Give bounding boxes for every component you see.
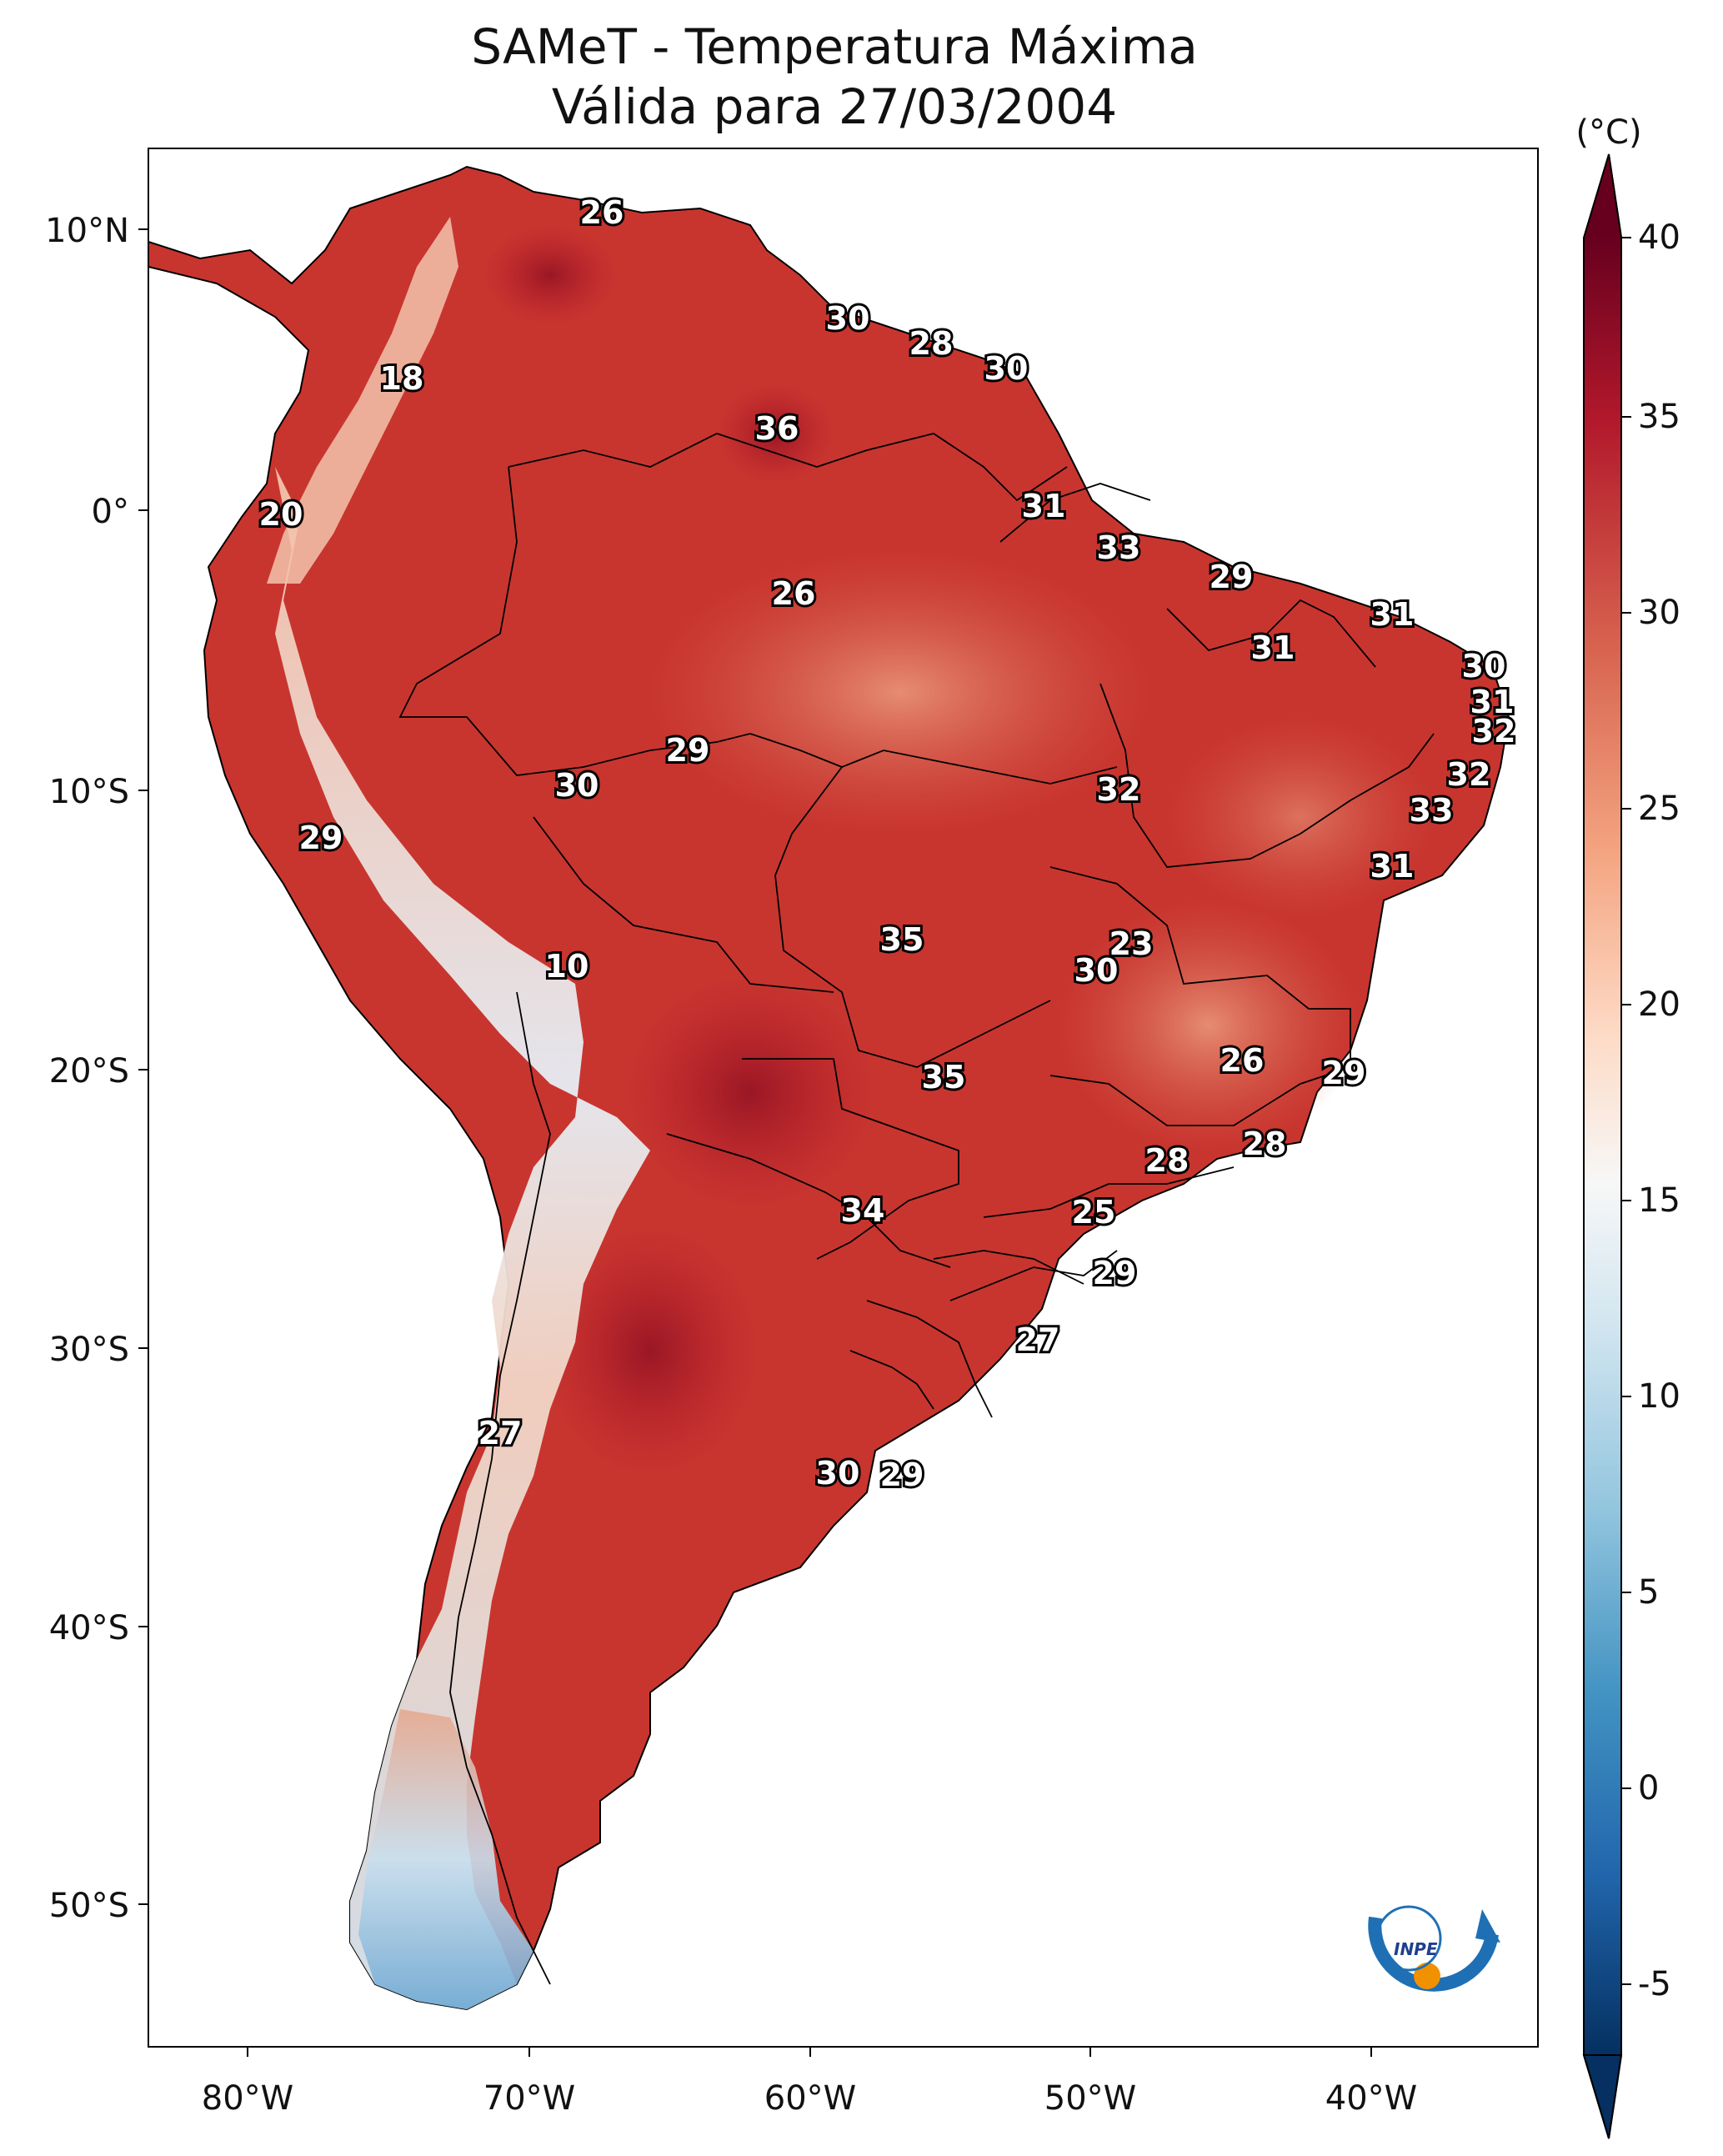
colorbar: (°C) 40 35 30 25 20 15 10 5 0 -5 — [1575, 113, 1680, 2139]
station-value: 29 — [666, 732, 710, 769]
station-value: 30 — [826, 300, 870, 337]
station-value: 31 — [1470, 684, 1515, 720]
inpe-logo-ring — [1375, 1905, 1442, 1972]
inpe-logo: INPE — [1368, 1905, 1500, 1992]
station-value: 28 — [1145, 1142, 1190, 1179]
station-value: 31 — [1370, 848, 1415, 885]
colorbar-tick-label: 5 — [1638, 1573, 1659, 1612]
lat-tick-label: 0° — [92, 493, 129, 531]
station-value: 30 — [1074, 952, 1119, 989]
lon-tick-label: 60°W — [764, 2079, 856, 2118]
patagonia-cold-region — [358, 1709, 533, 2009]
inpe-logo-dot — [1414, 1963, 1440, 1989]
lat-tick-label: 40°S — [49, 1609, 129, 1647]
hot-region-chaco — [625, 975, 875, 1209]
station-value: 10 — [545, 948, 589, 985]
station-value: 29 — [1322, 1055, 1366, 1091]
lon-tick-label: 80°W — [202, 2079, 293, 2118]
lat-tick-label: 20°S — [49, 1052, 129, 1091]
station-value: 18 — [380, 360, 424, 397]
inpe-logo-text: INPE — [1394, 1939, 1438, 1959]
warm-region-amazon — [650, 550, 1150, 834]
map-title-line1: SAMeT - Temperatura Máxima — [471, 18, 1198, 75]
station-value: 33 — [1410, 792, 1454, 829]
station-value: 28 — [1243, 1126, 1287, 1162]
hot-region-roraima — [717, 384, 834, 484]
station-value: 33 — [1097, 529, 1141, 566]
colombia-andes-strip — [267, 217, 458, 584]
station-value: 29 — [299, 820, 343, 856]
station-value: 30 — [555, 767, 599, 804]
station-value: 26 — [1220, 1042, 1265, 1079]
station-value: 35 — [880, 921, 924, 958]
warm-region-bahia — [1167, 717, 1434, 917]
station-value: 31 — [1251, 629, 1295, 666]
station-value: 36 — [755, 410, 799, 447]
station-value: 32 — [1472, 713, 1516, 750]
station-value: 29 — [1093, 1255, 1137, 1291]
latitude-axis: 10°N 0° 10°S 20°S 30°S 40°S 50°S — [45, 212, 148, 1925]
station-value: 30 — [816, 1455, 860, 1492]
station-value: 26 — [772, 575, 816, 612]
station-value: 29 — [1210, 559, 1254, 595]
inpe-logo-arrow — [1475, 1909, 1500, 1943]
andes-cool-band — [275, 467, 650, 2009]
colorbar-tick-label: 15 — [1638, 1181, 1680, 1220]
station-value: 25 — [1072, 1194, 1116, 1231]
lon-tick-label: 70°W — [483, 2079, 575, 2118]
station-value: 34 — [841, 1192, 885, 1229]
colorbar-tick-label: 40 — [1638, 218, 1680, 257]
station-value: 27 — [478, 1415, 523, 1452]
lat-tick-label: 50°S — [49, 1887, 129, 1925]
colorbar-bar — [1584, 238, 1621, 2055]
station-value: 26 — [580, 194, 624, 231]
warm-region-minas — [1059, 900, 1359, 1151]
colorbar-unit: (°C) — [1575, 113, 1641, 152]
map-title-line2: Válida para 27/03/2004 — [552, 78, 1117, 135]
station-value: 30 — [984, 350, 1029, 387]
station-value: 31 — [1022, 488, 1066, 524]
station-value: 28 — [909, 325, 954, 362]
colorbar-tick-label: -5 — [1638, 1965, 1671, 2003]
colorbar-tick-label: 25 — [1638, 790, 1680, 828]
lon-tick-label: 40°W — [1325, 2079, 1417, 2118]
station-value: 29 — [880, 1457, 924, 1493]
colorbar-tick-label: 0 — [1638, 1769, 1659, 1808]
hot-region-argentina — [542, 1226, 759, 1476]
colorbar-tick-label: 20 — [1638, 985, 1680, 1024]
colorbar-tick-label: 10 — [1638, 1377, 1680, 1416]
colorbar-ticks — [1621, 237, 1631, 1985]
station-value: 23 — [1109, 925, 1154, 962]
colorbar-tick-label: 35 — [1638, 398, 1680, 436]
station-value: 32 — [1447, 756, 1491, 793]
lat-tick-label: 10°S — [49, 773, 129, 811]
country-borders — [398, 433, 1435, 1985]
longitude-axis: 80°W 70°W 60°W 50°W 40°W — [202, 2047, 1417, 2118]
station-value: 20 — [259, 496, 303, 533]
lat-tick-label: 10°N — [45, 212, 129, 250]
continent-layer — [148, 165, 1510, 2011]
station-labels: 26 30 28 30 18 36 20 31 33 29 26 31 31 3… — [257, 192, 1519, 1496]
station-value: 31 — [1370, 596, 1415, 633]
lon-tick-label: 50°W — [1044, 2079, 1136, 2118]
station-value: 35 — [922, 1059, 966, 1096]
lat-tick-label: 30°S — [49, 1331, 129, 1369]
station-value: 27 — [1016, 1321, 1060, 1358]
station-value: 30 — [1462, 648, 1506, 684]
colorbar-tick-label: 30 — [1638, 594, 1680, 632]
station-value: 32 — [1097, 771, 1141, 808]
hot-region-venezuela — [483, 225, 617, 325]
